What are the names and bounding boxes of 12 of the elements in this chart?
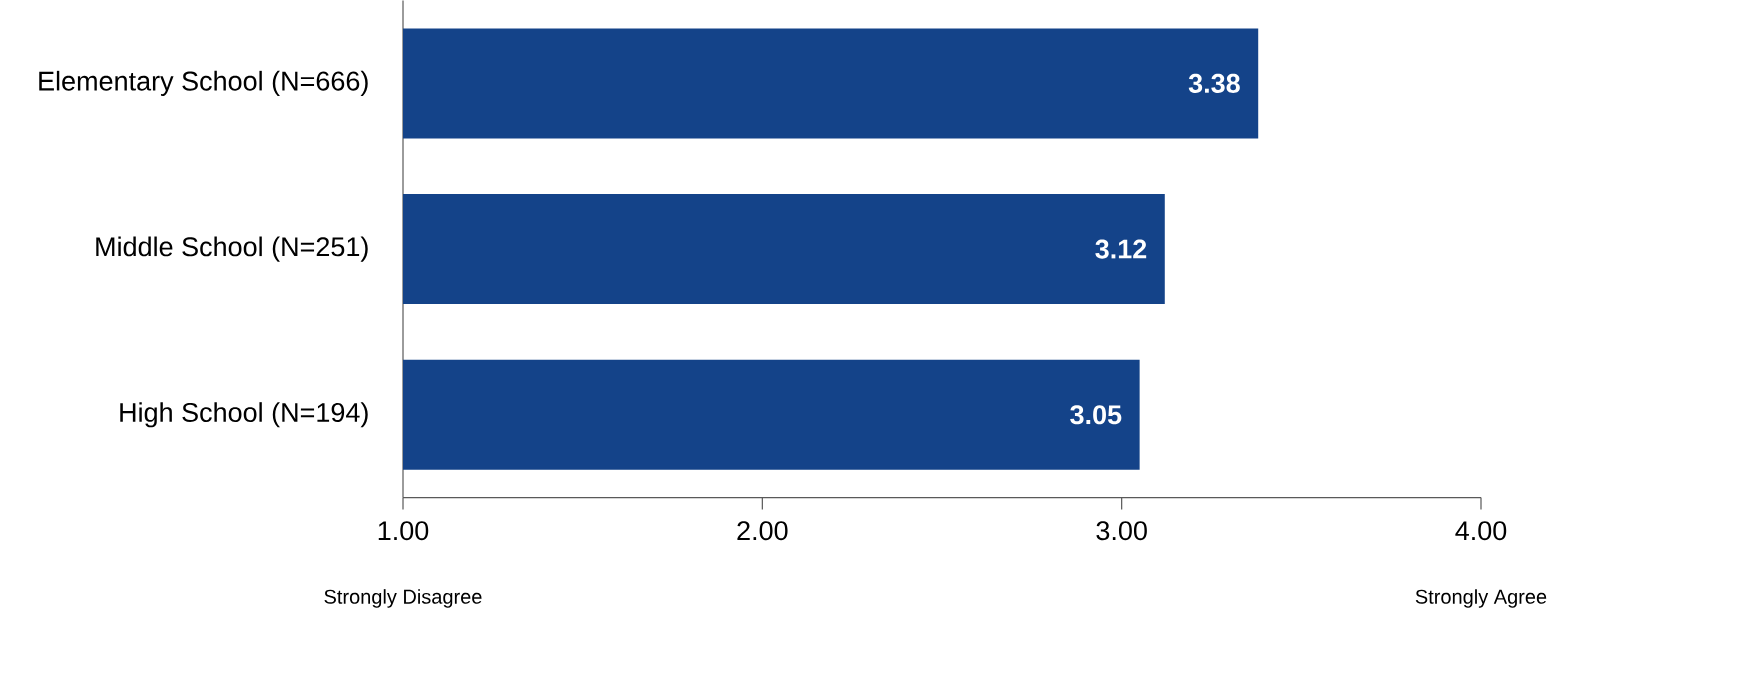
x-tick-label: 4.00 <box>1455 521 1507 541</box>
x-tick-label: 1.00 <box>378 521 429 541</box>
x-tick-label: 3.00 <box>1096 521 1147 541</box>
data-label: 3.12 <box>1095 239 1147 259</box>
text: Strongly Agree <box>1415 589 1547 608</box>
y-tick-label: Middle School (N=251) <box>96 236 368 262</box>
data-label: 3.05 <box>1070 405 1122 425</box>
y-tick-label: High School (N=194) <box>120 402 368 428</box>
x-tick-label: 2.00 <box>737 521 788 541</box>
text: Strongly Disagree <box>324 589 482 608</box>
data-label: 3.38 <box>1188 74 1240 94</box>
y-tick-label: Elementary School (N=666) <box>39 71 368 97</box>
